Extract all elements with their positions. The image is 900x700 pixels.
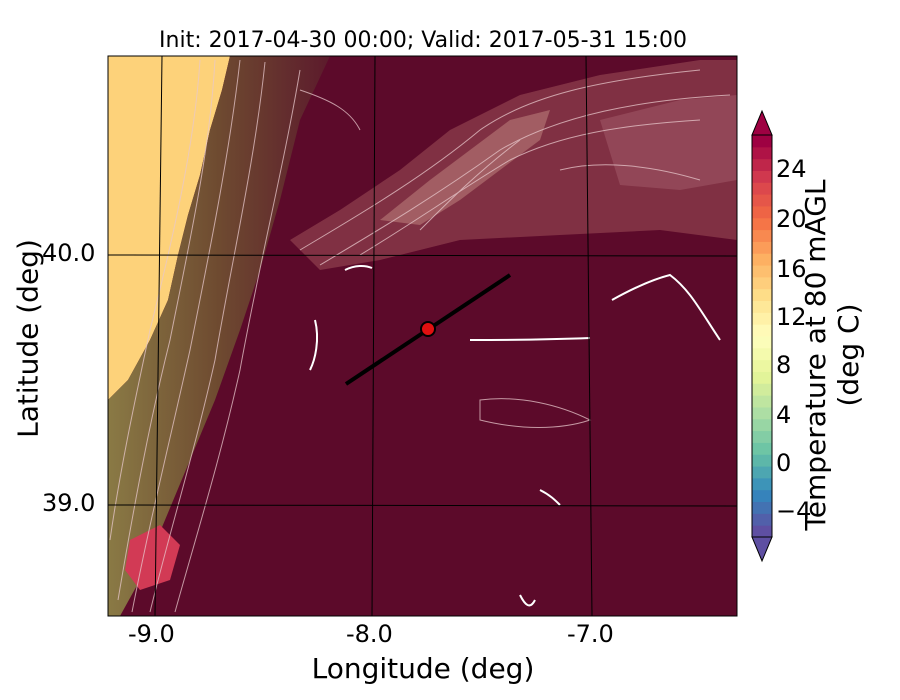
x-tick-label: -9.0: [128, 620, 175, 648]
colorbar-segment: [752, 217, 772, 231]
y-tick-marks: [108, 254, 114, 506]
colorbar-segment: [752, 336, 772, 349]
colorbar-segment: [752, 477, 772, 491]
colorbar-segment: [752, 312, 772, 325]
colorbar-segment: [752, 288, 772, 302]
colorbar-segment: [752, 442, 772, 455]
colorbar-segment: [752, 205, 772, 219]
colorbar-segment: [752, 406, 772, 420]
colorbar-segment: [752, 489, 772, 503]
x-axis-label: Longitude (deg): [311, 652, 535, 685]
colorbar-segment: [752, 525, 772, 538]
colorbar-tick-label: −4: [776, 497, 812, 525]
graticule: [108, 56, 737, 616]
colorbar: [751, 109, 773, 563]
y-tick-label: 39.0: [42, 489, 96, 517]
map-frame: [107, 55, 738, 617]
colorbar-segment: [752, 501, 772, 514]
map-title: Init: 2017-04-30 00:00; Valid: 2017-05-3…: [159, 28, 687, 53]
contour-lines: [109, 59, 731, 613]
colorbar-tick-label: 16: [776, 255, 807, 283]
ocean-region: [108, 56, 230, 400]
colorbar-segment: [752, 265, 772, 278]
y-tick-label: 40.0: [42, 239, 96, 267]
colorbar-tick-label: 8: [776, 351, 792, 379]
x-tick-label: -8.0: [346, 620, 393, 648]
colorbar-segment: [752, 300, 772, 313]
colorbar-frame: [751, 134, 773, 538]
colorbar-segment: [752, 324, 772, 337]
x-tick-label: -7.0: [567, 620, 614, 648]
colorbar-segment: [752, 454, 772, 467]
colorbar-tick-label: 24: [776, 155, 807, 183]
warm-patch: [125, 525, 180, 590]
colorbar-segment: [752, 513, 772, 526]
colorbar-extend-max: [751, 109, 773, 136]
colorbar-extend-min: [751, 536, 773, 563]
colorbar-tick-label: 4: [776, 401, 792, 429]
colorbar-segment: [752, 146, 772, 160]
ridge-peak: [380, 110, 550, 225]
colorbar-tick-label: 12: [776, 303, 807, 331]
colorbar-label: Temperature at 80 mAGL (deg C): [799, 179, 865, 531]
isolated-features: [309, 264, 721, 607]
colorbar-segment: [752, 135, 772, 148]
colorbar-segment: [752, 241, 772, 254]
colorbar-segment: [752, 359, 772, 372]
colorbar-segment: [752, 347, 772, 361]
y-axis-label: Latitude (deg): [11, 239, 45, 438]
colorbar-segment: [752, 170, 772, 183]
colorbar-segment: [752, 466, 772, 479]
colorbar-tick-label: 20: [776, 205, 807, 233]
x-tick-marks: [154, 610, 593, 616]
colorbar-segment: [752, 371, 772, 384]
colorbar-segment: [752, 253, 772, 266]
colorbar-segment: [752, 395, 772, 408]
map-area: [108, 56, 737, 616]
colorbar-segment: [752, 194, 772, 207]
colorbar-segment: [752, 383, 772, 396]
colorbar-segment: [752, 229, 772, 242]
colorbar-segment: [752, 276, 772, 290]
colorbar-segment: [752, 418, 772, 432]
colorbar-segment: [752, 430, 772, 443]
colorbar-segment: [752, 182, 772, 195]
colorbar-segment: [752, 158, 772, 171]
colorbar-tick-label: 0: [776, 449, 792, 477]
site-marker: [420, 321, 436, 337]
